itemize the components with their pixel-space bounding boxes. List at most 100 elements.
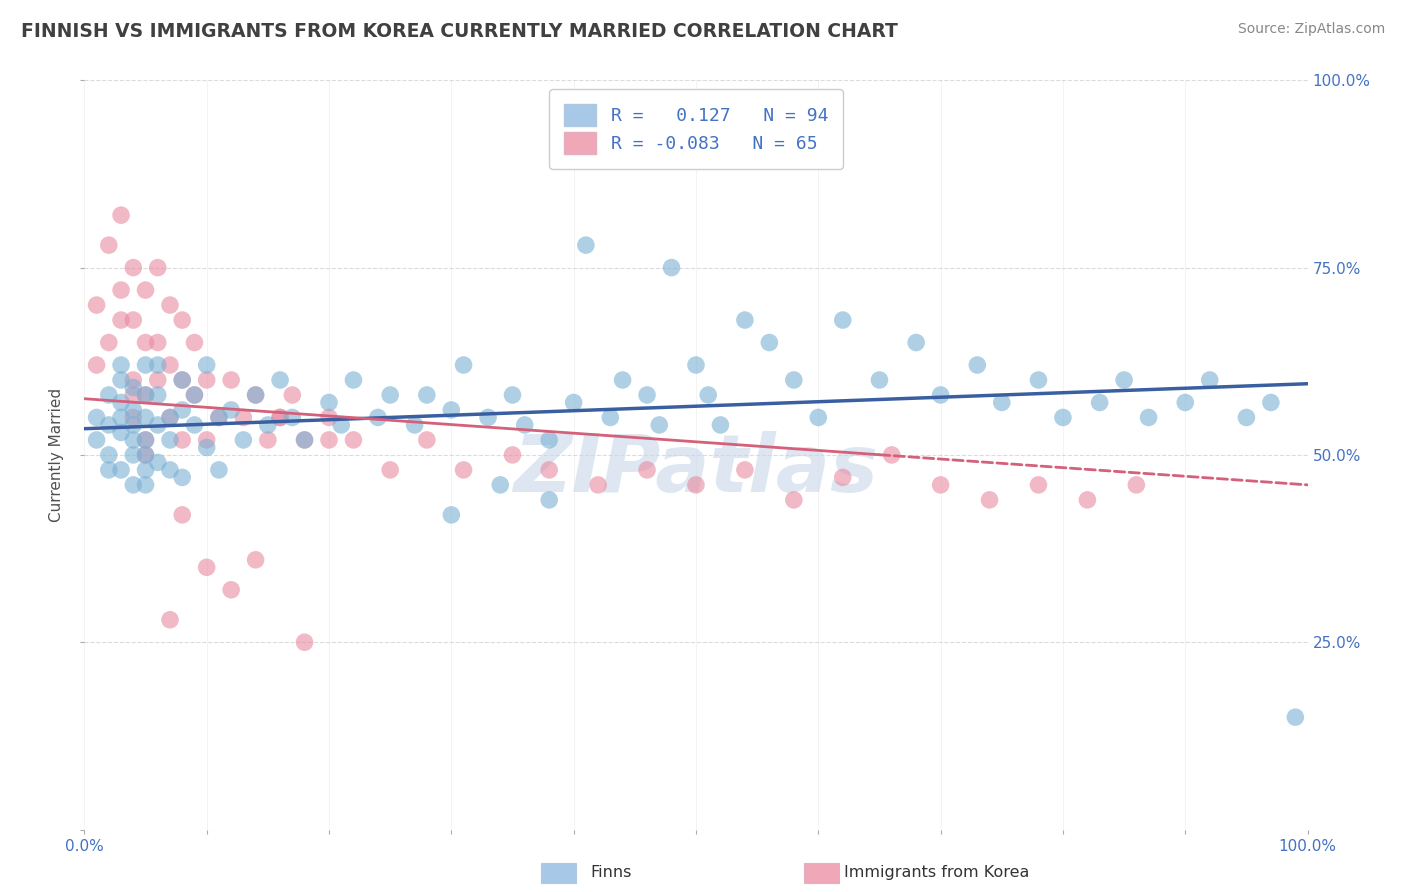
- Point: [172, 470, 194, 484]
- Point: [195, 358, 218, 372]
- Point: [697, 388, 720, 402]
- Point: [122, 433, 145, 447]
- Point: [146, 417, 169, 432]
- Point: [110, 463, 132, 477]
- Point: [661, 260, 683, 275]
- Point: [489, 478, 512, 492]
- Point: [294, 433, 316, 447]
- Point: [97, 388, 120, 402]
- Point: [146, 358, 169, 372]
- Point: [281, 410, 304, 425]
- Point: [513, 417, 536, 432]
- Point: [159, 410, 181, 425]
- Point: [172, 433, 194, 447]
- Point: [380, 388, 402, 402]
- Point: [294, 635, 316, 649]
- Point: [440, 403, 463, 417]
- Point: [966, 358, 988, 372]
- Point: [135, 448, 157, 462]
- Point: [538, 433, 561, 447]
- Point: [453, 358, 475, 372]
- Point: [172, 373, 194, 387]
- Point: [575, 238, 598, 252]
- Point: [245, 553, 267, 567]
- Point: [195, 433, 218, 447]
- Point: [905, 335, 928, 350]
- Text: Finns: Finns: [591, 865, 631, 880]
- Point: [1088, 395, 1111, 409]
- Point: [1114, 373, 1136, 387]
- Point: [135, 433, 157, 447]
- Point: [135, 478, 157, 492]
- Legend: R =   0.127   N = 94, R = -0.083   N = 65: R = 0.127 N = 94, R = -0.083 N = 65: [550, 89, 842, 169]
- Point: [330, 417, 353, 432]
- Point: [159, 298, 181, 312]
- Point: [183, 388, 205, 402]
- Point: [122, 410, 145, 425]
- Point: [172, 403, 194, 417]
- Point: [1052, 410, 1074, 425]
- Point: [783, 492, 806, 507]
- Point: [159, 410, 181, 425]
- Point: [122, 380, 145, 394]
- Point: [146, 455, 169, 469]
- Point: [146, 388, 169, 402]
- Point: [219, 582, 242, 597]
- Point: [110, 313, 132, 327]
- Point: [929, 388, 952, 402]
- Point: [135, 433, 157, 447]
- Point: [110, 283, 132, 297]
- Point: [110, 425, 132, 440]
- Point: [86, 298, 108, 312]
- Point: [477, 410, 499, 425]
- Point: [135, 283, 157, 297]
- Point: [783, 373, 806, 387]
- Point: [612, 373, 634, 387]
- Point: [86, 358, 108, 372]
- Point: [208, 410, 231, 425]
- Point: [97, 417, 120, 432]
- Point: [404, 417, 426, 432]
- Point: [758, 335, 780, 350]
- Point: [1125, 478, 1147, 492]
- Point: [122, 388, 145, 402]
- Point: [183, 335, 205, 350]
- Point: [122, 417, 145, 432]
- Point: [146, 260, 169, 275]
- Point: [195, 441, 218, 455]
- Point: [97, 335, 120, 350]
- Point: [219, 403, 242, 417]
- Point: [869, 373, 891, 387]
- Point: [807, 410, 830, 425]
- Point: [110, 208, 132, 222]
- Point: [831, 313, 853, 327]
- Point: [929, 478, 952, 492]
- Point: [991, 395, 1014, 409]
- Point: [599, 410, 621, 425]
- Point: [110, 373, 132, 387]
- Point: [257, 417, 280, 432]
- Point: [538, 492, 561, 507]
- Point: [135, 335, 157, 350]
- Point: [440, 508, 463, 522]
- Point: [183, 417, 205, 432]
- Point: [232, 410, 254, 425]
- Text: Immigrants from Korea: Immigrants from Korea: [844, 865, 1029, 880]
- Point: [416, 388, 439, 402]
- Point: [245, 388, 267, 402]
- Point: [257, 433, 280, 447]
- Point: [122, 478, 145, 492]
- Point: [502, 388, 524, 402]
- Point: [380, 463, 402, 477]
- Point: [416, 433, 439, 447]
- Point: [135, 388, 157, 402]
- Point: [636, 388, 658, 402]
- Text: ZIPatlas: ZIPatlas: [513, 431, 879, 509]
- Point: [195, 373, 218, 387]
- Point: [1137, 410, 1160, 425]
- Point: [195, 560, 218, 574]
- Point: [135, 463, 157, 477]
- Point: [734, 313, 756, 327]
- Point: [172, 313, 194, 327]
- Point: [269, 410, 291, 425]
